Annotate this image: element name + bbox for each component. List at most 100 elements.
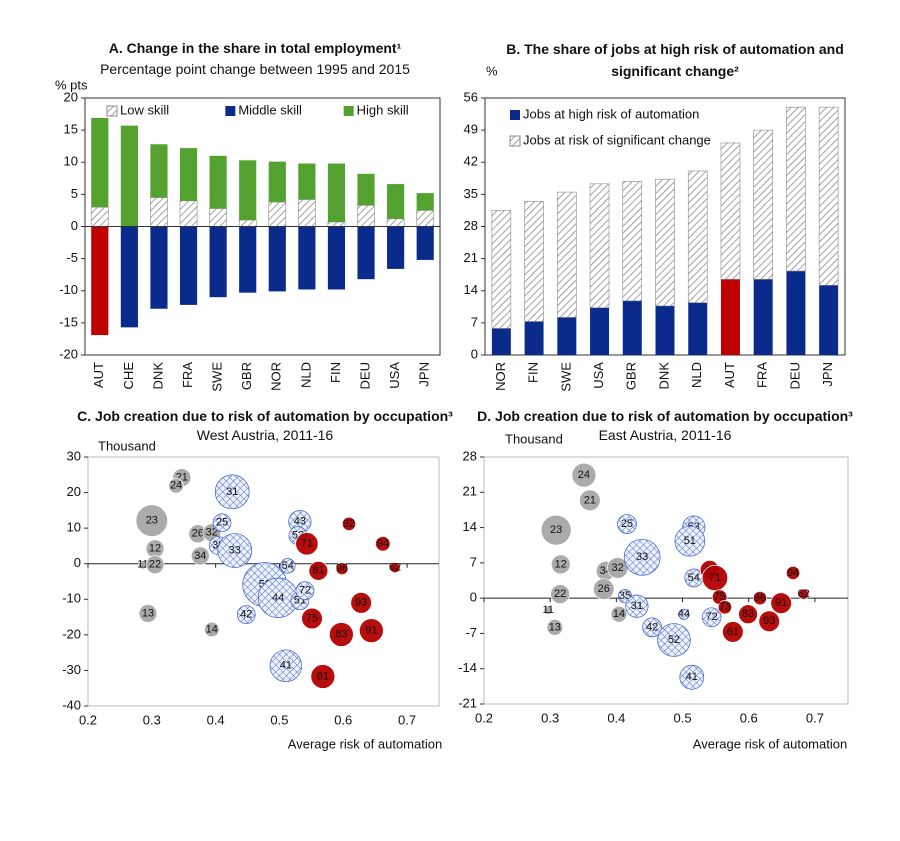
- bar-segment: [524, 321, 544, 355]
- bubble-label: 13: [142, 607, 154, 619]
- y-tick-label: -14: [458, 660, 477, 675]
- y-axis-label: % pts: [55, 77, 88, 92]
- x-tick-label: NOR: [269, 362, 284, 391]
- bubble-label: 12: [149, 543, 161, 555]
- x-tick-label: 0.7: [398, 712, 416, 727]
- y-axis-label: %: [486, 63, 498, 78]
- x-tick-label: 0.5: [674, 710, 692, 725]
- bubble: [280, 558, 296, 574]
- bubble-label: 44: [272, 592, 284, 604]
- bubble: [610, 605, 628, 623]
- bar-segment: [655, 305, 675, 355]
- legend-swatch: [510, 110, 520, 120]
- y-tick-label: -30: [62, 662, 81, 677]
- bubble-label: 23: [550, 524, 562, 536]
- bar-segment: [720, 279, 740, 355]
- bubble: [546, 619, 564, 636]
- bubble-label: 83: [335, 628, 347, 640]
- bubble-label: 72: [706, 611, 718, 623]
- x-tick-label: 0.3: [143, 712, 161, 727]
- y-tick-label: 21: [463, 484, 477, 499]
- y-tick-label: 14: [463, 519, 477, 534]
- bubble: [138, 604, 158, 623]
- bubble-label: 91: [775, 597, 787, 609]
- bar-segment: [491, 210, 512, 329]
- x-tick-label: 0.5: [270, 712, 288, 727]
- bubble-label: 25: [216, 517, 228, 529]
- bar-segment: [416, 226, 434, 260]
- bar-segment: [268, 201, 287, 227]
- bubble-label: 96: [336, 563, 348, 575]
- x-tick-label: DEU: [787, 362, 802, 389]
- bubble: [550, 554, 571, 575]
- bar-segment: [524, 200, 544, 322]
- y-tick-label: 0: [74, 555, 81, 570]
- bar-segment: [819, 285, 839, 355]
- bubble: [579, 489, 601, 512]
- bar-segment: [590, 307, 610, 355]
- bubble-label: 54: [688, 572, 700, 584]
- bubble-label: 93: [355, 597, 367, 609]
- bubble: [359, 618, 384, 643]
- bar-segment: [297, 199, 316, 227]
- x-axis-label: Average risk of automation: [288, 736, 442, 751]
- x-tick-label: DNK: [656, 362, 671, 390]
- bubble-label: 26: [192, 528, 204, 540]
- x-tick-label: GBR: [624, 362, 639, 390]
- bar-segment: [238, 219, 257, 227]
- bar-segment: [150, 226, 168, 309]
- x-tick-label: NLD: [298, 362, 313, 388]
- y-tick-label: -21: [458, 695, 477, 710]
- bubble-label: 24: [578, 469, 590, 481]
- bubble-label: 21: [584, 494, 596, 506]
- bubble: [350, 592, 372, 614]
- bubble-label: 62: [389, 562, 401, 574]
- bar-segment: [209, 155, 227, 209]
- bubble: [295, 532, 319, 556]
- x-tick-label: USA: [387, 362, 402, 389]
- bubble-label: 73: [719, 601, 731, 613]
- bar-segment: [655, 178, 675, 307]
- bubble: [758, 610, 780, 633]
- y-tick-label: 28: [464, 218, 478, 233]
- bar-segment: [179, 200, 198, 227]
- bubble-label: 42: [646, 621, 658, 633]
- bar-segment: [357, 204, 375, 227]
- y-tick-label: 30: [67, 448, 81, 463]
- bubble: [571, 462, 597, 488]
- y-tick-label: -15: [59, 314, 78, 329]
- bar-segment: [90, 206, 109, 227]
- bubble: [269, 649, 303, 683]
- bar-segment: [688, 302, 708, 355]
- bar-segment: [357, 173, 375, 206]
- bubble-label: 81: [312, 565, 324, 577]
- y-tick-label: 7: [470, 554, 477, 569]
- y-tick-label: -10: [59, 282, 78, 297]
- y-tick-label: 14: [464, 282, 478, 297]
- bar-segment: [91, 226, 109, 336]
- bar-segment: [327, 226, 346, 290]
- x-tick-label: FIN: [526, 362, 541, 383]
- bar-segment: [120, 226, 138, 328]
- bubble-label: 14: [613, 608, 625, 620]
- bubble: [389, 562, 401, 574]
- bar-segment: [268, 161, 286, 203]
- x-tick-label: AUT: [91, 362, 106, 388]
- bubble-label: 41: [280, 660, 292, 672]
- bar-segment: [120, 125, 138, 227]
- bar-segment: [818, 106, 839, 286]
- bubble-label: 61: [317, 670, 329, 682]
- bubble: [722, 621, 744, 643]
- y-tick-label: 0: [470, 590, 477, 605]
- legend-swatch: [106, 105, 118, 117]
- bubble-label: 61: [727, 626, 739, 638]
- bubble-label: 94: [787, 567, 799, 579]
- y-tick-label: 10: [64, 154, 78, 169]
- bubble: [329, 622, 354, 647]
- bar-segment: [753, 129, 773, 280]
- bubble: [798, 588, 810, 600]
- legend-swatch: [343, 106, 354, 116]
- bar-segment: [557, 191, 577, 318]
